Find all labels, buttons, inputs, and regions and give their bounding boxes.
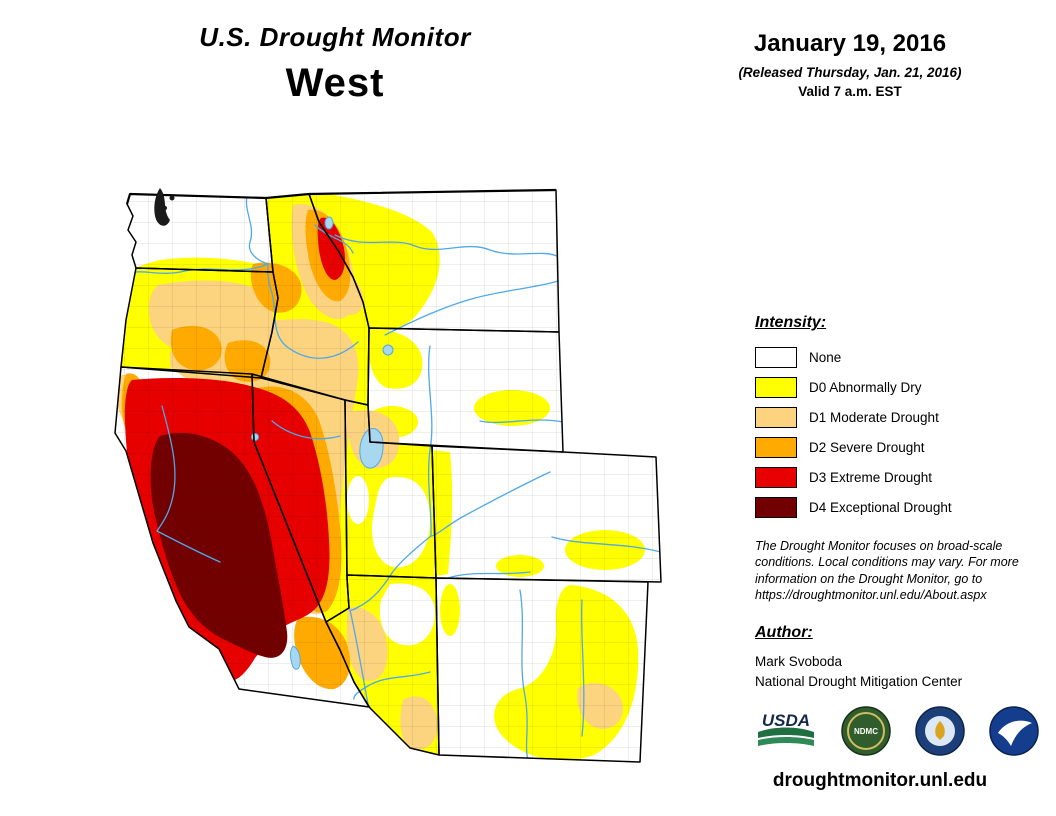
state-border-montana (308, 189, 560, 333)
legend-swatch-d3 (755, 467, 797, 488)
site-url: droughtmonitor.unl.edu (772, 770, 988, 791)
legend: Intensity: None D0 Abnormally Dry D1 Mod… (755, 314, 952, 527)
legend-swatch-d1 (755, 407, 797, 428)
legend-swatch-none (755, 347, 797, 368)
partner-logos: USDA NDMC (755, 706, 1039, 756)
legend-item-none: None (755, 347, 952, 368)
author-block: Author: Mark Svoboda National Drought Mi… (755, 624, 962, 689)
author-heading: Author: (755, 624, 813, 641)
disclaimer-text: The Drought Monitor focuses on broad-sca… (755, 539, 1019, 602)
legend-label: D1 Moderate Drought (809, 410, 939, 425)
noaa-logo (989, 706, 1039, 756)
region-title: West (285, 61, 385, 105)
usda-logo-text: USDA (762, 711, 810, 730)
legend-swatch-d0 (755, 377, 797, 398)
state-border-new-mexico (435, 577, 649, 763)
canada-border (125, 188, 557, 205)
map-fill-layers (115, 190, 661, 762)
legend-swatch-d4 (755, 497, 797, 518)
legend-label: D4 Exceptional Drought (809, 500, 952, 515)
release-date: (Released Thursday, Jan. 21, 2016) (738, 65, 962, 80)
legend-label: None (809, 350, 842, 365)
ndmc-logo: NDMC (841, 706, 891, 756)
report-title: U.S. Drought Monitor (199, 22, 471, 52)
valid-time: Valid 7 a.m. EST (798, 84, 902, 99)
state-borders-layer (114, 188, 662, 763)
commerce-logo (915, 706, 965, 756)
usda-logo: USDA (755, 708, 817, 754)
county-boundaries-texture (115, 190, 661, 762)
report-date: January 19, 2016 (753, 30, 947, 57)
legend-item-d3: D3 Extreme Drought (755, 467, 952, 488)
legend-item-d0: D0 Abnormally Dry (755, 377, 952, 398)
rivers-layer (129, 191, 661, 761)
legend-label: D2 Severe Drought (809, 440, 925, 455)
legend-heading: Intensity: (755, 314, 827, 331)
legend-label: D3 Extreme Drought (809, 470, 933, 485)
header-title-block: U.S. Drought Monitor West (135, 22, 535, 106)
lakes-layer (251, 216, 394, 670)
date-block: January 19, 2016 (Released Thursday, Jan… (700, 30, 1000, 99)
drought-map (100, 180, 685, 795)
legend-swatch-d2 (755, 437, 797, 458)
ndmc-logo-text: NDMC (854, 727, 878, 736)
legend-item-d4: D4 Exceptional Drought (755, 497, 952, 518)
state-border-colorado (431, 445, 662, 583)
drought-map-svg (114, 188, 662, 763)
author-organization: National Drought Mitigation Center (755, 674, 963, 689)
legend-item-d1: D1 Moderate Drought (755, 407, 952, 428)
author-name: Mark Svoboda (755, 654, 843, 669)
legend-item-d2: D2 Severe Drought (755, 437, 952, 458)
puget-sound-detail (154, 188, 175, 226)
legend-label: D0 Abnormally Dry (809, 380, 922, 395)
